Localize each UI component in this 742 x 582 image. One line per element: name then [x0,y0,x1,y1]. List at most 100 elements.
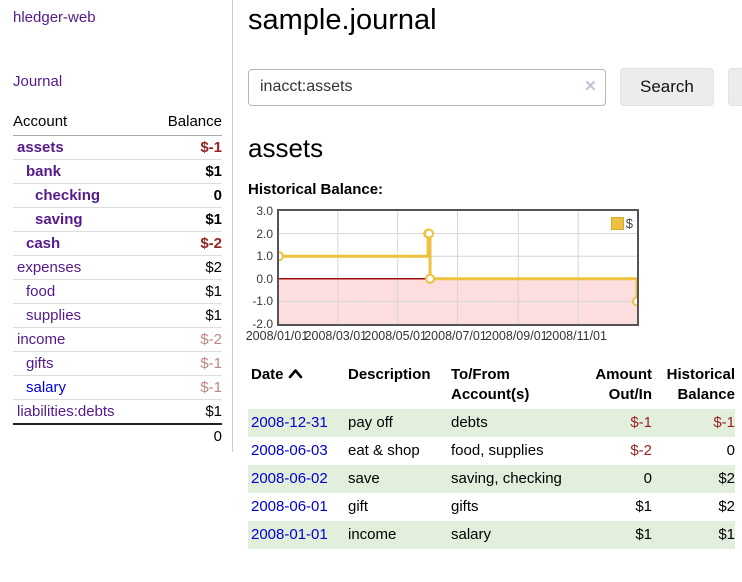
register-amount: 0 [643,470,652,487]
register-description: save [348,470,380,487]
main-content: sample.journal × Search ? assets Histori… [233,0,742,549]
account-name-cell: cash [13,231,150,256]
register-balance: $2 [718,470,735,487]
chart-title: Historical Balance: [248,181,384,198]
account-row: expenses $2 [13,255,222,280]
accounts-total-spacer [13,423,150,448]
account-balance: $2 [149,255,222,280]
register-amount: $-2 [630,442,652,459]
balance-chart: $ 3.0 2.0 1.0 0.0 -1.0 -2.0 2008/01/01 2008/03… [246,204,639,345]
account-link-food[interactable]: food [26,283,56,300]
x-axis-tick: 2008/09/01 [485,329,548,343]
account-name-cell: saving [13,207,150,232]
register-date-cell: 2008-06-03 [248,437,345,465]
x-axis-tick: 2008/03/01 [304,329,368,343]
page: hledger-web Journal Account Balance asse… [13,0,742,549]
account-balance: $1 [149,159,222,184]
accounts-col-balance: Balance [149,110,222,136]
register-accounts: gifts [451,498,479,515]
account-balance: $1 [149,303,222,328]
account-link-salary[interactable]: salary [26,379,67,396]
account-link-expenses[interactable]: expenses [17,259,82,276]
register-col-description: Description [348,366,431,383]
account-name-cell: salary [13,375,150,400]
account-row: checking 0 [13,183,222,208]
account-row: saving $1 [13,207,222,232]
accounts-total-row: 0 [13,423,222,448]
register-accounts: food, supplies [451,442,544,459]
register-row[interactable]: 2008-06-01 gift gifts $1 $2 [248,493,735,521]
sidebar-item-journal[interactable]: Journal [13,73,63,90]
register-col-accounts: To/From Account(s) [451,366,530,403]
register-date-link[interactable]: 2008-06-03 [251,442,328,459]
account-link-gifts[interactable]: gifts [26,355,54,372]
account-balance: $1 [149,279,222,304]
account-row: assets $-1 [13,136,222,160]
y-axis-tick: -1.0 [252,294,273,309]
x-axis-tick: 2008/11/01 [545,329,607,343]
account-link-checking[interactable]: checking [35,187,101,204]
account-row: salary $-1 [13,375,222,400]
clear-search-icon[interactable]: × [584,75,596,97]
accounts-col-account: Account [13,110,150,136]
accounts-total-value: 0 [149,423,222,448]
register-balance: $2 [718,498,735,515]
account-link-supplies[interactable]: supplies [26,307,82,324]
legend-label: $ [625,216,633,231]
y-axis-tick: 3.0 [256,204,273,218]
account-row: supplies $1 [13,303,222,328]
register-row[interactable]: 2008-06-03 eat & shop food, supplies $-2 0 [248,437,735,465]
account-link-bank[interactable]: bank [26,163,62,180]
account-link-income[interactable]: income [17,331,66,348]
y-axis-tick: 1.0 [256,249,273,264]
account-link-cash[interactable]: cash [26,235,61,252]
search-help-button[interactable]: ? [727,68,742,106]
account-name-cell: food [13,279,150,304]
register-accounts: debts [451,414,488,431]
register-amount: $1 [635,526,652,543]
register-date-link[interactable]: 2008-01-01 [251,526,328,543]
search-input[interactable] [248,68,606,106]
register-row[interactable]: 2008-12-31 pay off debts $-1 $-1 [248,409,735,437]
register-row[interactable]: 2008-01-01 income salary $1 $1 [248,521,735,549]
account-name-cell: checking [13,183,150,208]
account-link-assets[interactable]: assets [17,139,64,156]
register-amount: $1 [635,498,652,515]
register-date-cell: 2008-06-01 [248,493,345,521]
register-balance: $-1 [713,414,735,431]
account-heading: assets [248,133,324,163]
chart-plot-area: $ 3.0 2.0 1.0 0.0 -1.0 -2.0 [252,204,639,331]
account-row: bank $1 [13,159,222,184]
register-accounts: salary [451,526,492,543]
register-date-link[interactable]: 2008-06-02 [251,470,328,487]
register-row[interactable]: 2008-06-02 save saving, checking 0 $2 [248,465,735,493]
register-col-date-label: Date [251,366,284,383]
account-balance: $-1 [200,139,222,156]
register-date-link[interactable]: 2008-06-01 [251,498,328,515]
register-date-link[interactable]: 2008-12-31 [251,414,328,431]
account-name-cell: gifts [13,351,150,376]
account-row: food $1 [13,279,222,304]
chart-canvas [279,211,637,324]
x-axis-tick: 2008/07/01 [424,329,487,343]
account-balance: 0 [149,183,222,208]
account-balance: $-2 [149,231,222,256]
register-balance: 0 [726,442,735,459]
search-button[interactable]: Search [620,68,714,106]
account-name-cell: income [13,327,150,352]
register-date-cell: 2008-06-02 [248,465,345,493]
y-axis-tick: -2.0 [252,317,273,331]
account-name-cell: expenses [13,255,150,280]
page-title: sample.journal [248,4,437,36]
account-link-saving[interactable]: saving [35,211,83,228]
register-col-date[interactable]: Date [248,361,345,409]
legend-swatch-icon [610,217,624,230]
accounts-table: Account Balance assets $-1 bank $1 checking 0… [13,110,222,448]
account-name-cell: supplies [13,303,150,328]
app-brand-link[interactable]: hledger-web [13,9,96,26]
account-row: gifts $-1 [13,351,222,376]
account-row: income $-2 [13,327,222,352]
register-amount: $-1 [630,414,652,431]
register-col-amount: Amount Out/In [595,366,652,403]
account-link-liabilities-debts[interactable]: liabilities:debts [17,403,115,420]
